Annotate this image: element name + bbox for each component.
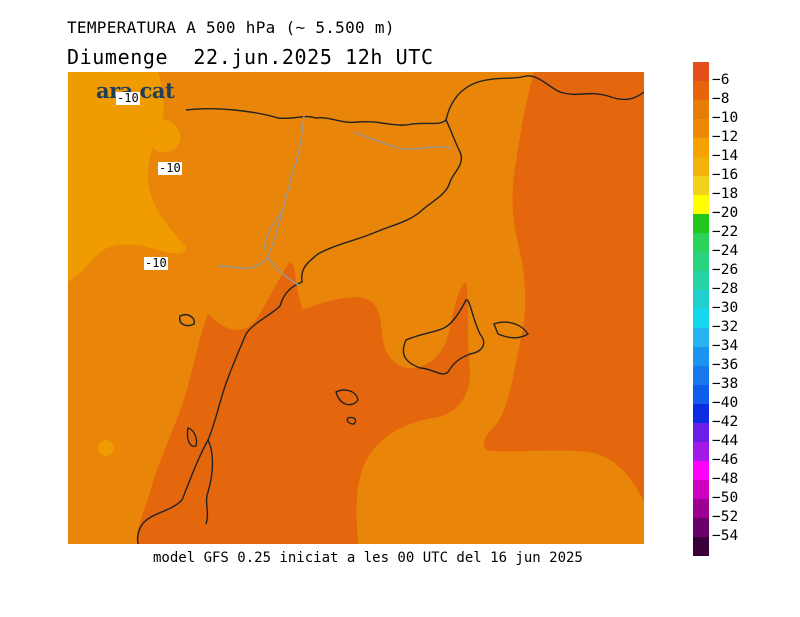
legend-swatch — [693, 347, 709, 366]
coastlines — [136, 75, 644, 544]
legend-swatch — [693, 404, 709, 423]
legend-label: −40 — [712, 395, 739, 411]
legend-swatch — [693, 385, 709, 404]
legend-label: −50 — [712, 490, 739, 506]
legend-swatch — [693, 100, 709, 119]
contour-label: -10 — [158, 161, 182, 175]
legend-label: −46 — [712, 452, 739, 468]
borders — [217, 115, 453, 287]
legend-label: −32 — [712, 319, 739, 335]
legend-label: −42 — [712, 414, 739, 430]
contour-label: -10 — [116, 91, 140, 105]
legend-swatch — [693, 480, 709, 499]
legend-swatch — [693, 62, 709, 81]
legend-label: −38 — [712, 376, 739, 392]
legend-label: −44 — [712, 433, 739, 449]
legend-swatch — [693, 537, 709, 556]
legend-swatch — [693, 499, 709, 518]
legend-label: −24 — [712, 243, 739, 259]
contour-label: -10 — [144, 256, 168, 270]
map-svg — [68, 72, 644, 544]
legend-label: −48 — [712, 471, 739, 487]
legend-label: −28 — [712, 281, 739, 297]
legend-swatch — [693, 214, 709, 233]
color-legend-labels: −6 −8 −10 −12 −14 −16 −18 −20 −22 −24 −26 −28 −30 −32… — [712, 71, 738, 546]
legend-label: −26 — [712, 262, 739, 278]
legend-swatch — [693, 309, 709, 328]
model-info-footer: model GFS 0.25 iniciat a les 00 UTC del … — [153, 550, 583, 566]
legend-label: −34 — [712, 338, 739, 354]
legend-label: −22 — [712, 224, 739, 240]
legend-label: −36 — [712, 357, 739, 373]
band-minus-6-to-8-central — [136, 262, 471, 544]
band-minus-6-to-8-east — [483, 72, 644, 502]
color-legend-bar — [693, 62, 709, 556]
legend-label: −52 — [712, 509, 739, 525]
band-minus-10-to-12-patch — [148, 118, 181, 153]
band-minus-10-to-12-spot — [98, 440, 114, 456]
temperature-map — [68, 72, 644, 544]
legend-swatch — [693, 81, 709, 100]
chart-subtitle: Diumenge 22.jun.2025 12h UTC — [67, 45, 434, 69]
legend-label: −6 — [712, 72, 730, 88]
legend-swatch — [693, 518, 709, 537]
legend-label: −10 — [712, 110, 739, 126]
legend-swatch — [693, 271, 709, 290]
legend-label: −8 — [712, 91, 730, 107]
legend-label: −18 — [712, 186, 739, 202]
legend-swatch — [693, 423, 709, 442]
legend-label: −54 — [712, 528, 739, 544]
legend-swatch — [693, 366, 709, 385]
legend-swatch — [693, 119, 709, 138]
legend-swatch — [693, 290, 709, 309]
legend-swatch — [693, 195, 709, 214]
legend-swatch — [693, 138, 709, 157]
chart-title: TEMPERATURA A 500 hPa (~ 5.500 m) — [67, 18, 395, 37]
legend-label: −14 — [712, 148, 739, 164]
legend-swatch — [693, 233, 709, 252]
legend-swatch — [693, 252, 709, 271]
legend-label: −12 — [712, 129, 739, 145]
legend-label: −30 — [712, 300, 739, 316]
legend-swatch — [693, 328, 709, 347]
legend-label: −20 — [712, 205, 739, 221]
legend-swatch — [693, 176, 709, 195]
legend-swatch — [693, 157, 709, 176]
legend-swatch — [693, 442, 709, 461]
legend-swatch — [693, 461, 709, 480]
legend-label: −16 — [712, 167, 739, 183]
